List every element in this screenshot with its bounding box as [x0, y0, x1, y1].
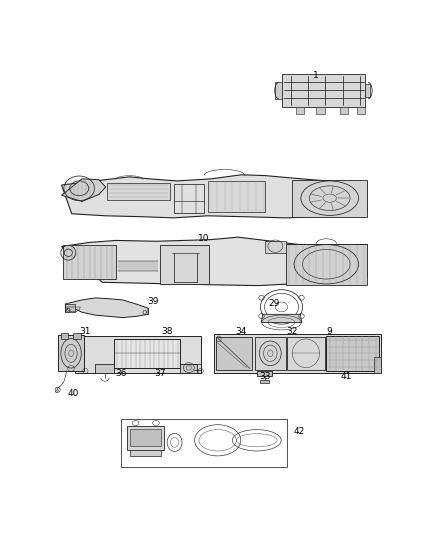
Text: 36: 36	[115, 369, 127, 378]
Bar	[173, 184, 204, 213]
Polygon shape	[374, 358, 381, 373]
Text: 38: 38	[161, 327, 173, 336]
Polygon shape	[114, 339, 180, 368]
Polygon shape	[131, 429, 161, 447]
Polygon shape	[260, 380, 268, 383]
Polygon shape	[357, 107, 365, 115]
Text: 40: 40	[68, 389, 79, 398]
Polygon shape	[74, 333, 81, 339]
Text: 39: 39	[148, 297, 159, 306]
Text: 37: 37	[154, 369, 166, 378]
Polygon shape	[326, 336, 379, 371]
Polygon shape	[65, 304, 75, 312]
Polygon shape	[214, 334, 381, 373]
Text: 9: 9	[327, 327, 332, 336]
Polygon shape	[127, 426, 164, 450]
Polygon shape	[261, 314, 302, 322]
Text: 10: 10	[198, 234, 210, 243]
Polygon shape	[95, 365, 114, 373]
Polygon shape	[296, 107, 304, 115]
Polygon shape	[276, 83, 282, 99]
Polygon shape	[257, 371, 272, 376]
Polygon shape	[61, 179, 106, 201]
Polygon shape	[65, 298, 148, 318]
Text: 34: 34	[236, 327, 247, 336]
Polygon shape	[75, 336, 201, 373]
Polygon shape	[282, 74, 365, 107]
Polygon shape	[208, 181, 265, 212]
Polygon shape	[216, 337, 251, 370]
Text: 33: 33	[259, 372, 271, 381]
Polygon shape	[287, 337, 325, 370]
Polygon shape	[255, 337, 286, 370]
Polygon shape	[316, 107, 325, 115]
Polygon shape	[117, 261, 158, 271]
Polygon shape	[107, 183, 170, 200]
Polygon shape	[293, 180, 367, 216]
Text: 29: 29	[268, 299, 279, 308]
Polygon shape	[63, 245, 116, 279]
Text: 1: 1	[313, 71, 319, 80]
Polygon shape	[58, 335, 84, 371]
Text: 32: 32	[287, 327, 298, 336]
Text: 41: 41	[341, 372, 352, 381]
Polygon shape	[160, 245, 209, 284]
Polygon shape	[286, 244, 367, 285]
Polygon shape	[131, 450, 161, 456]
Polygon shape	[265, 241, 286, 253]
Polygon shape	[61, 333, 68, 339]
Polygon shape	[61, 237, 367, 286]
Polygon shape	[180, 365, 197, 373]
Bar	[121, 418, 287, 467]
Text: 31: 31	[80, 327, 91, 336]
Polygon shape	[340, 107, 348, 115]
Text: 42: 42	[293, 427, 305, 436]
Polygon shape	[365, 84, 371, 97]
Polygon shape	[61, 175, 367, 218]
